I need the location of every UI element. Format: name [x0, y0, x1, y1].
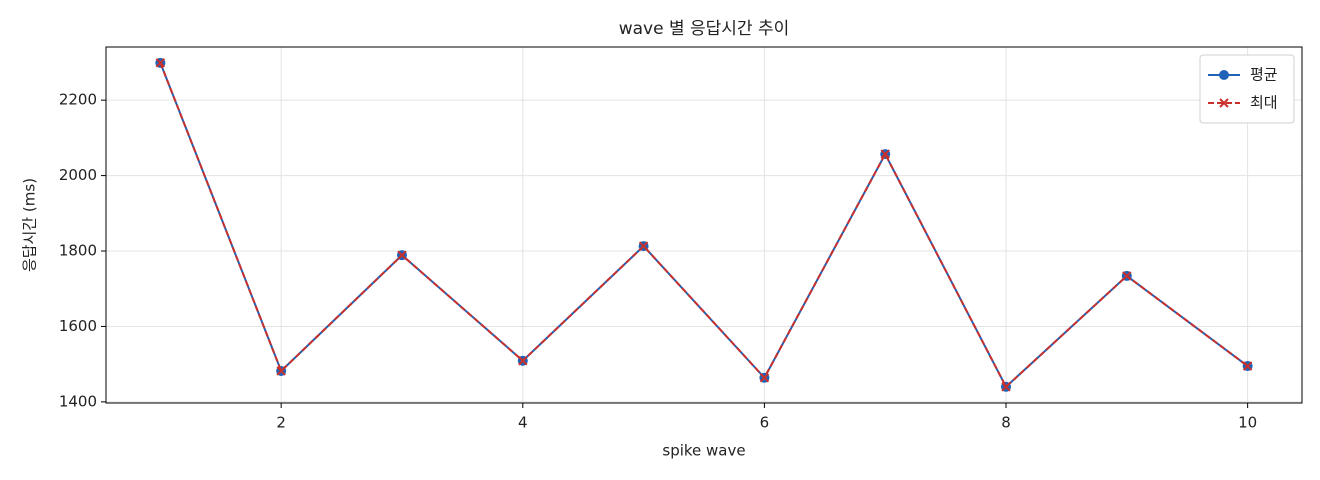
series-line: [159, 62, 1249, 389]
y-tick-label: 1600: [59, 317, 97, 335]
y-axis-label: 응답시간 (ms): [21, 178, 39, 272]
point: [759, 373, 770, 383]
x-axis-label: spike wave: [662, 442, 745, 460]
x-tick-label: 10: [1238, 414, 1257, 432]
legend-marker: [1219, 70, 1229, 80]
point: [1001, 382, 1011, 392]
y-tick-label: 2000: [59, 166, 97, 184]
y-tick-label: 1400: [59, 392, 97, 410]
series-line: [159, 62, 1249, 389]
point: [276, 366, 286, 376]
legend-label: 최대: [1250, 94, 1278, 112]
point: [1122, 271, 1132, 281]
chart-title: wave 별 응답시간 추이: [619, 19, 790, 39]
y-tick-label: 2200: [59, 91, 97, 109]
x-tick-label: 4: [518, 414, 528, 432]
legend-label: 평균: [1250, 66, 1278, 84]
plot-frame: [105, 46, 1303, 404]
y-tick-label: 1800: [59, 242, 97, 260]
point: [1242, 361, 1253, 371]
point: [880, 149, 890, 159]
x-tick-label: 2: [276, 414, 286, 432]
point: [397, 250, 407, 260]
point: [155, 58, 166, 68]
legend-box: [1199, 54, 1295, 124]
x-tick-label: 6: [760, 414, 770, 432]
x-tick-label: 8: [1001, 414, 1011, 432]
point: [638, 241, 649, 251]
legend-marker: [1219, 98, 1229, 108]
point: [518, 356, 528, 366]
